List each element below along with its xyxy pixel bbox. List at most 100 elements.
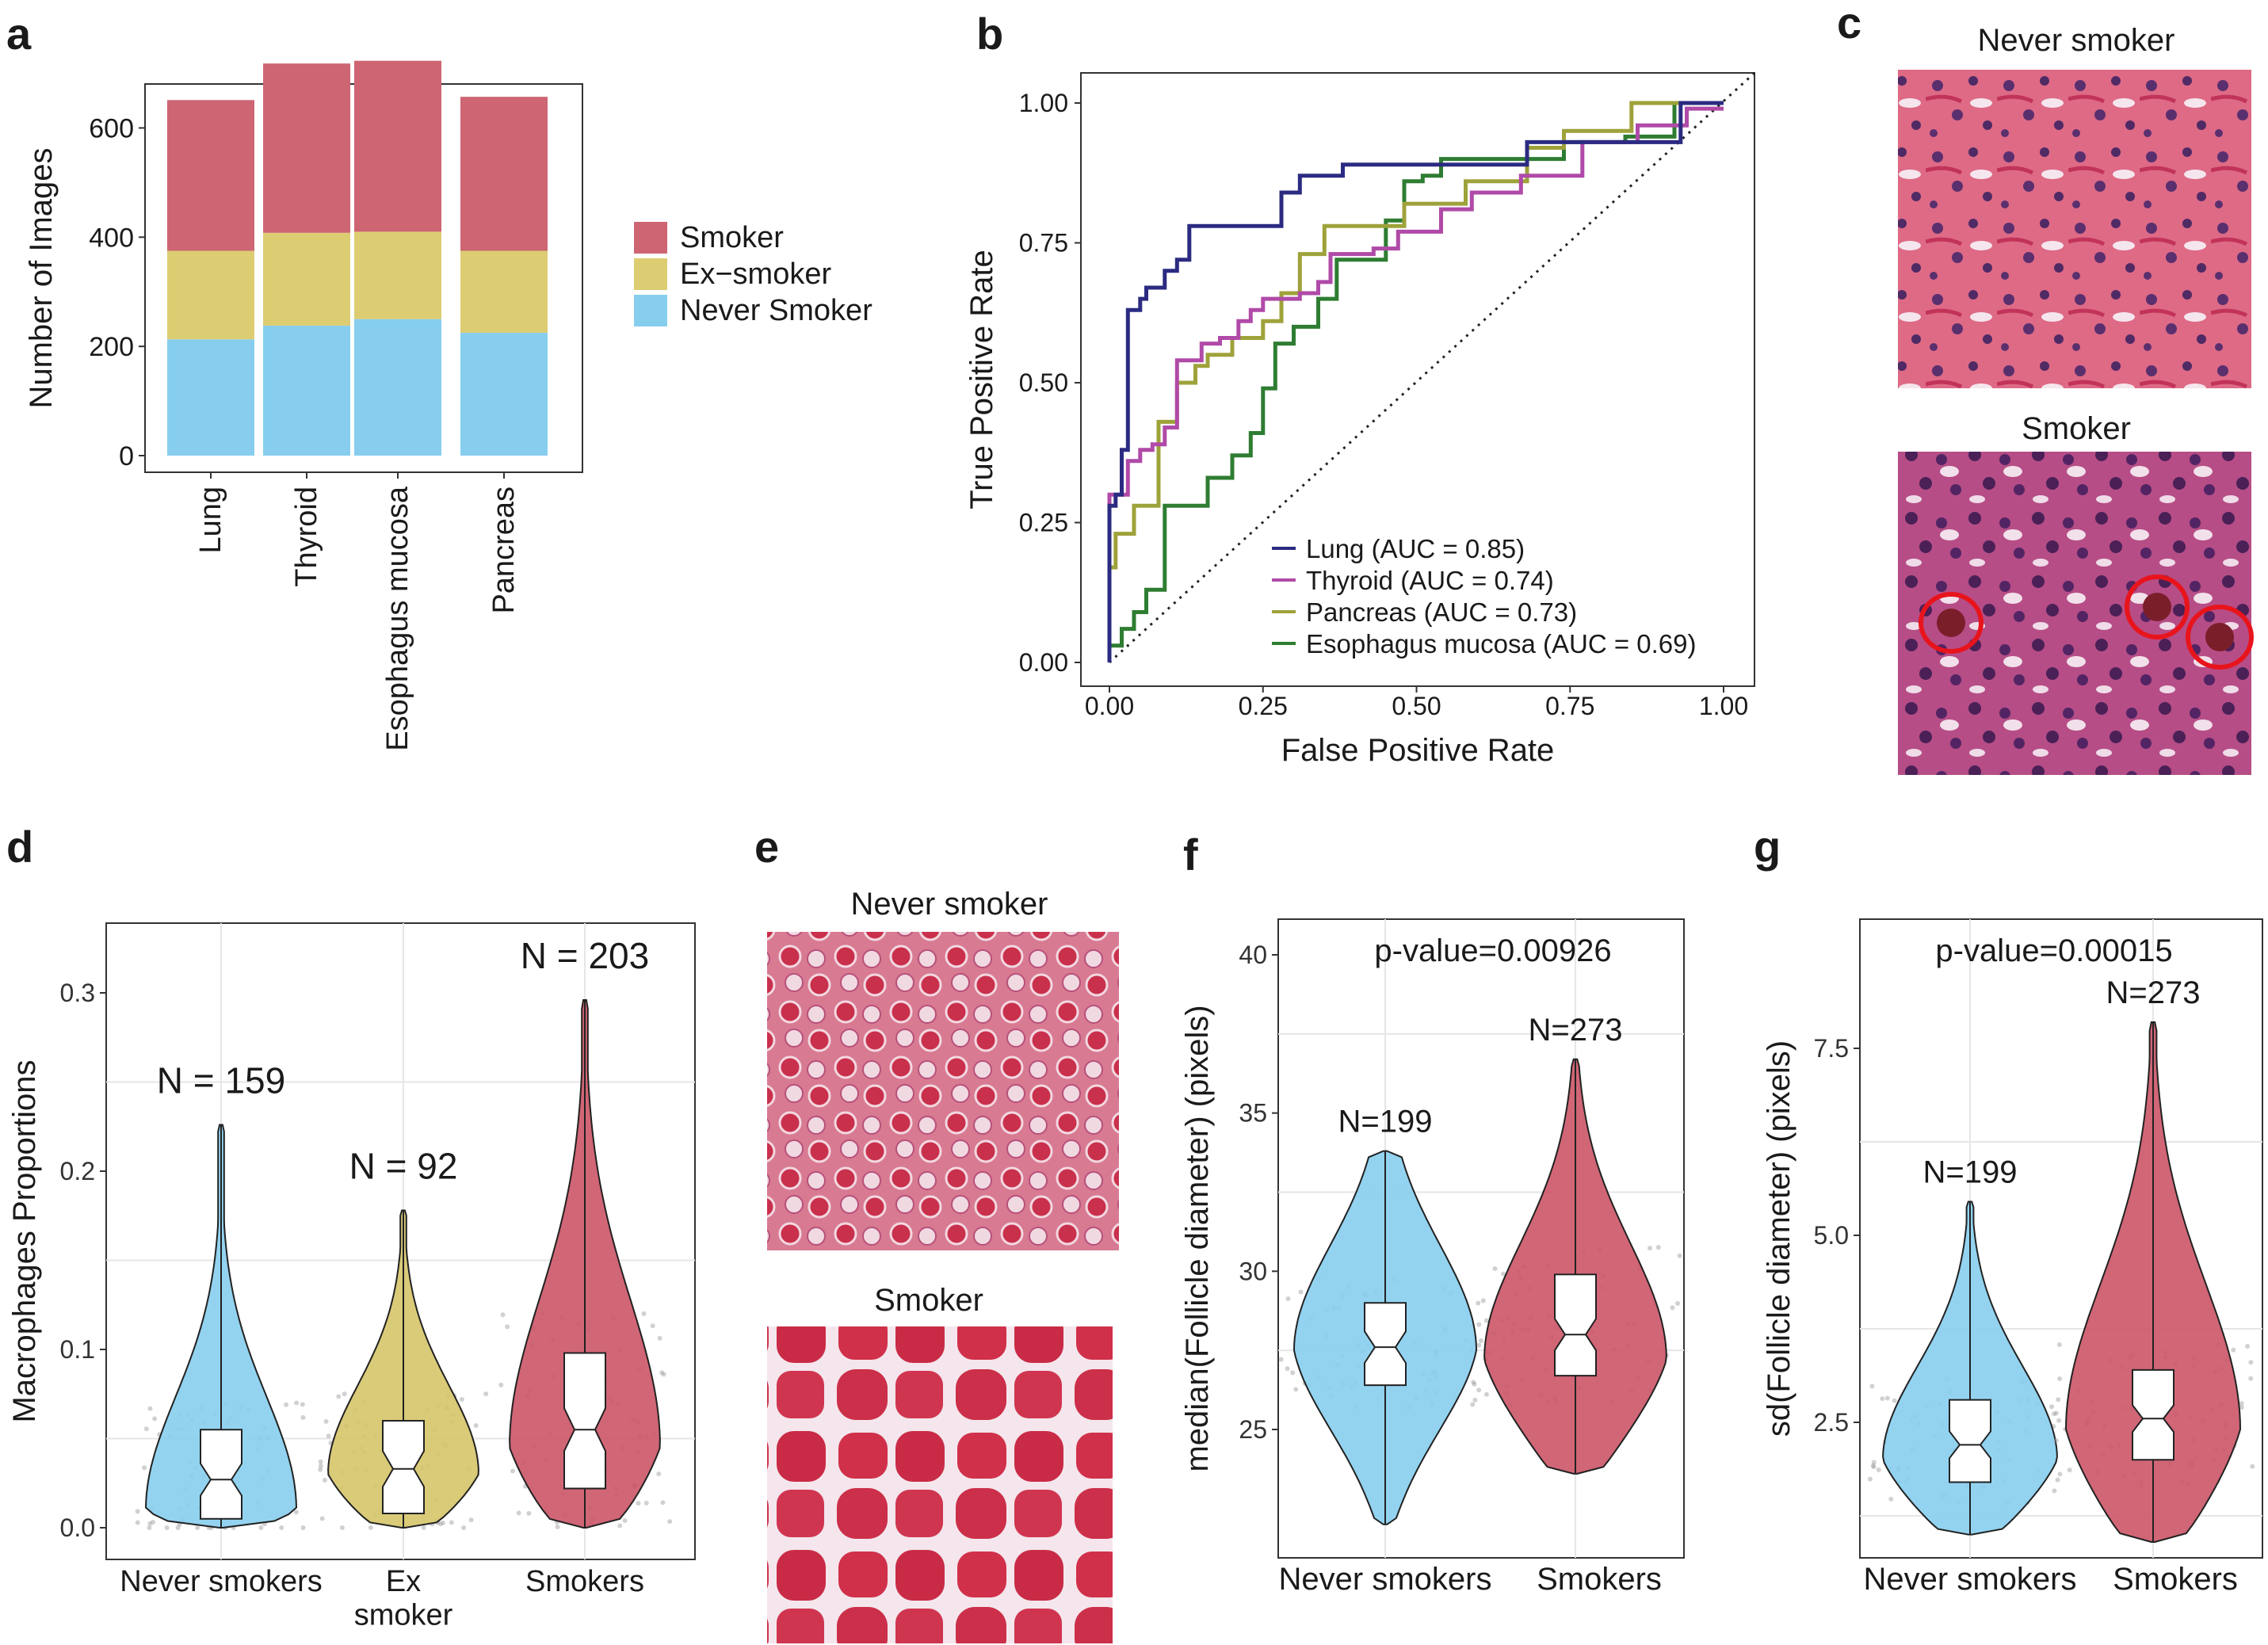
bar-segment <box>167 100 254 251</box>
jitter-point <box>1492 1266 1498 1272</box>
y-tick-label-b: 1.00 <box>1019 89 1068 117</box>
y-axis-label-b: True Positive Rate <box>964 250 999 510</box>
jitter-point <box>1677 1253 1682 1258</box>
jitter-point <box>284 1402 289 1407</box>
jitter-point <box>318 1463 323 1468</box>
x-tick-label-b: 0.75 <box>1545 692 1594 720</box>
legend-swatch-a <box>634 222 667 254</box>
jitter-point <box>617 1523 623 1529</box>
jitter-point <box>1472 1397 1478 1403</box>
jitter-point <box>555 1525 560 1530</box>
jitter-point <box>1476 1387 1482 1393</box>
x-tick-label-a: Pancreas <box>487 487 521 614</box>
y-tick-label: 5.0 <box>1814 1221 1849 1250</box>
jitter-point <box>437 1521 443 1527</box>
x-tick-label-line: Ex <box>386 1565 421 1598</box>
jitter-point <box>1293 1387 1299 1392</box>
p-value-annotation: p-value=0.00926 <box>1374 933 1611 968</box>
jitter-point <box>143 1426 149 1432</box>
jitter-point <box>319 1516 325 1521</box>
jitter-point <box>142 1465 147 1471</box>
jitter-point <box>318 1459 323 1464</box>
jitter-point <box>279 1525 284 1530</box>
y-tick-label-a: 0 <box>119 441 134 471</box>
panel-label-c: c <box>1837 0 1861 48</box>
image-label-c-top: Never smoker <box>1978 23 2175 58</box>
jitter-point <box>1870 1463 1876 1468</box>
y-tick-label: 0.3 <box>60 979 95 1007</box>
jitter-point <box>294 1400 300 1406</box>
y-axis-label: sd(Follicle diameter) (pixels) <box>1762 1040 1796 1437</box>
x-tick-label: Ex smoker <box>354 1565 453 1632</box>
legend-label-b: Pancreas (AUC = 0.73) <box>1306 597 1577 627</box>
y-tick-label: 0.2 <box>60 1157 95 1185</box>
jitter-point <box>661 1372 666 1377</box>
jitter-point <box>1670 1305 1675 1311</box>
bar-segment <box>167 339 254 456</box>
legend-swatch-a <box>634 258 667 290</box>
legend-label-b: Lung (AUC = 0.85) <box>1306 534 1525 563</box>
bar-segment <box>354 231 441 319</box>
x-tick-label-line: Smokers <box>1537 1562 1662 1597</box>
jitter-point <box>2248 1360 2254 1365</box>
jitter-point <box>1892 1398 1897 1403</box>
jitter-point <box>1884 1395 1890 1401</box>
bar-segment <box>167 250 254 340</box>
jitter-point <box>258 1525 264 1530</box>
legend-swatch-a <box>634 295 667 326</box>
y-tick-label: 30 <box>1239 1257 1267 1285</box>
jitter-point <box>459 1396 464 1402</box>
jitter-point <box>2239 1401 2244 1406</box>
jitter-point <box>1476 1322 1482 1327</box>
jitter-point <box>147 1406 153 1411</box>
jitter-point <box>461 1525 467 1530</box>
jitter-point <box>2048 1404 2054 1410</box>
jitter-point <box>293 1510 299 1515</box>
x-tick-label-a: Esophagus mucosa <box>381 486 414 751</box>
jitter-point <box>516 1510 521 1516</box>
jitter-point <box>322 1477 327 1483</box>
bar-segment <box>263 325 350 456</box>
p-value-annotation: p-value=0.00015 <box>1935 933 2172 968</box>
jitter-point <box>1478 1338 1483 1344</box>
jitter-point <box>326 1433 331 1439</box>
jitter-point <box>1871 1464 1877 1470</box>
y-tick-label-a: 600 <box>89 113 134 143</box>
notched-box <box>382 1420 425 1514</box>
panel-label-e: e <box>754 822 779 872</box>
jitter-point <box>2250 1464 2255 1469</box>
y-tick-label: 0.0 <box>60 1513 95 1542</box>
y-axis-label: median(Follicle diameter) (pixels) <box>1180 1005 1215 1471</box>
bar-segment <box>460 250 548 333</box>
legend-label-b: Esophagus mucosa (AUC = 0.69) <box>1306 629 1697 658</box>
x-tick-label-a: Lung <box>194 487 227 554</box>
jitter-point <box>342 1391 347 1397</box>
jitter-point <box>2231 1347 2236 1353</box>
roc-curve <box>1107 101 1724 662</box>
sample-size-label: N=273 <box>1529 1013 1623 1048</box>
jitter-point <box>1501 1271 1506 1277</box>
jitter-point <box>1867 1476 1873 1482</box>
y-tick-label: 40 <box>1239 941 1267 969</box>
jitter-point <box>152 1416 158 1422</box>
jitter-point <box>1470 1402 1476 1407</box>
panel-label-d: d <box>6 822 33 872</box>
jitter-point <box>368 1525 373 1530</box>
jitter-point <box>660 1500 666 1506</box>
jitter-point <box>2053 1437 2059 1443</box>
jitter-point <box>500 1312 506 1318</box>
jitter-point <box>1876 1467 1881 1472</box>
jitter-point <box>1888 1496 1894 1502</box>
jitter-point <box>1483 1391 1489 1397</box>
jitter-point <box>195 1525 200 1530</box>
jitter-point <box>135 1509 140 1514</box>
histology-image-never-smoker <box>1898 70 2251 388</box>
y-tick-label-b: 0.25 <box>1019 509 1068 537</box>
bar-segment <box>460 332 548 456</box>
jitter-point <box>1871 1460 1877 1465</box>
jitter-point <box>2052 1488 2057 1494</box>
bar-segment <box>354 60 441 232</box>
jitter-point <box>1285 1366 1290 1372</box>
x-tick-label: Smokers <box>1537 1562 1662 1597</box>
